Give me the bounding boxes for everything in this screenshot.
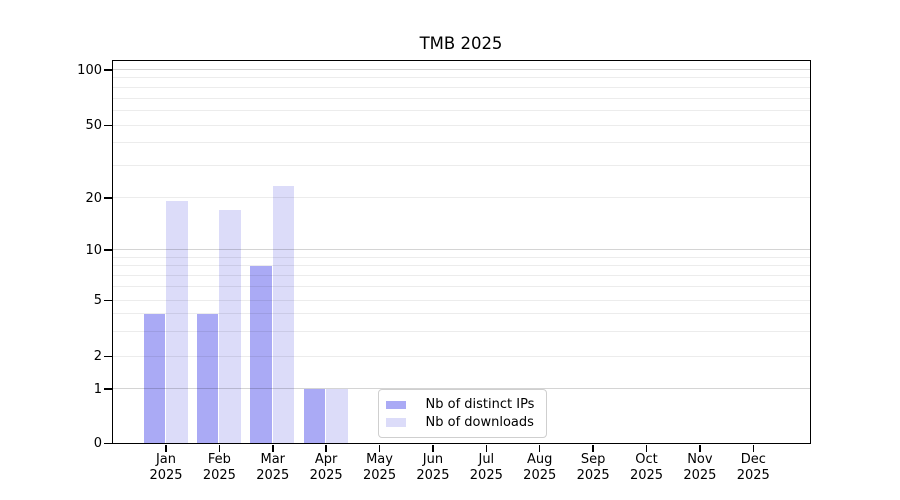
- x-tick-label: Nov 2025: [683, 452, 717, 483]
- gridline-minor: [112, 142, 810, 144]
- legend-swatch-distinct-ips: [385, 400, 406, 409]
- legend: Nb of distinct IPs Nb of downloads: [377, 389, 548, 438]
- x-tick-label: Apr 2025: [309, 452, 343, 483]
- y-tick-label: 100: [77, 62, 102, 78]
- y-tick-label: 50: [85, 118, 102, 133]
- gridline-major: [112, 387, 810, 390]
- gridline-major: [112, 68, 810, 71]
- x-tick-mark: [272, 444, 274, 452]
- legend-label: Nb of downloads: [425, 414, 534, 430]
- gridline-minor: [112, 256, 810, 258]
- legend-item: Nb of distinct IPs: [379, 396, 535, 414]
- gridline-minor: [112, 265, 810, 267]
- y-tick-mark: [104, 124, 112, 127]
- bar-downloads: [166, 201, 188, 443]
- gridline-minor: [112, 274, 810, 276]
- gridline-minor: [112, 164, 810, 166]
- bar-distinct-ips: [250, 265, 272, 443]
- x-tick-mark: [218, 444, 221, 452]
- gridline-minor: [112, 330, 810, 332]
- x-tick-label: Mar 2025: [256, 452, 290, 483]
- chart-title: TMB 2025: [419, 34, 503, 53]
- y-tick-mark: [104, 355, 112, 358]
- x-tick-label: Aug 2025: [523, 452, 557, 483]
- y-tick-label: 10: [85, 242, 102, 258]
- y-tick-mark: [104, 442, 112, 445]
- gridline-minor: [112, 355, 810, 357]
- x-tick-label: Feb 2025: [202, 452, 236, 483]
- gridline-minor: [112, 286, 810, 288]
- x-tick-mark: [325, 444, 327, 452]
- y-tick-label: 5: [93, 293, 102, 308]
- gridline-minor: [112, 124, 810, 126]
- gridline-minor: [112, 197, 810, 198]
- x-tick-label: Dec 2025: [736, 452, 770, 483]
- x-tick-label: May 2025: [363, 452, 397, 483]
- bar-downloads: [326, 388, 348, 443]
- gridline-minor: [112, 77, 810, 79]
- gridline-minor: [112, 86, 810, 88]
- bar-distinct-ips: [196, 313, 219, 443]
- x-tick-mark: [645, 444, 648, 452]
- x-tick-label: Jun 2025: [416, 452, 450, 483]
- gridline-minor: [112, 313, 810, 315]
- legend-swatch-downloads: [385, 418, 406, 427]
- x-tick-mark: [485, 444, 488, 452]
- bars-layer: [113, 61, 810, 443]
- legend-item: Nb of downloads: [379, 414, 535, 432]
- x-tick-mark: [538, 444, 541, 452]
- x-tick-mark: [592, 444, 594, 452]
- plot-area: [111, 59, 811, 444]
- x-tick-mark: [752, 444, 755, 452]
- y-tick-label: 20: [85, 190, 102, 206]
- x-tick-mark: [165, 444, 167, 452]
- y-tick-mark: [104, 388, 112, 390]
- grid-layer: [112, 61, 810, 444]
- y-tick-mark: [104, 197, 112, 199]
- x-tick-mark: [699, 444, 701, 452]
- legend-label: Nb of distinct IPs: [425, 397, 535, 413]
- x-tick-mark: [378, 444, 381, 452]
- bar-distinct-ips: [303, 388, 326, 443]
- y-tick-label: 0: [93, 436, 102, 451]
- y-tick-label: 1: [93, 381, 102, 397]
- y-tick-mark: [104, 249, 112, 251]
- bar-downloads: [272, 186, 295, 443]
- x-tick-label: Oct 2025: [629, 452, 664, 483]
- y-tick-mark: [104, 69, 112, 71]
- gridline-minor: [112, 97, 810, 99]
- y-tick-mark: [104, 299, 112, 302]
- x-tick-label: Sep 2025: [576, 452, 610, 483]
- gridline-minor: [112, 109, 810, 111]
- x-tick-mark: [432, 444, 434, 452]
- gridline-major: [112, 248, 810, 251]
- gridline-minor: [112, 299, 810, 301]
- bar-downloads: [219, 209, 241, 443]
- x-tick-label: Jan 2025: [149, 452, 183, 483]
- x-tick-label: Jul 2025: [469, 452, 503, 483]
- bar-distinct-ips: [143, 313, 165, 443]
- y-tick-label: 2: [93, 349, 102, 364]
